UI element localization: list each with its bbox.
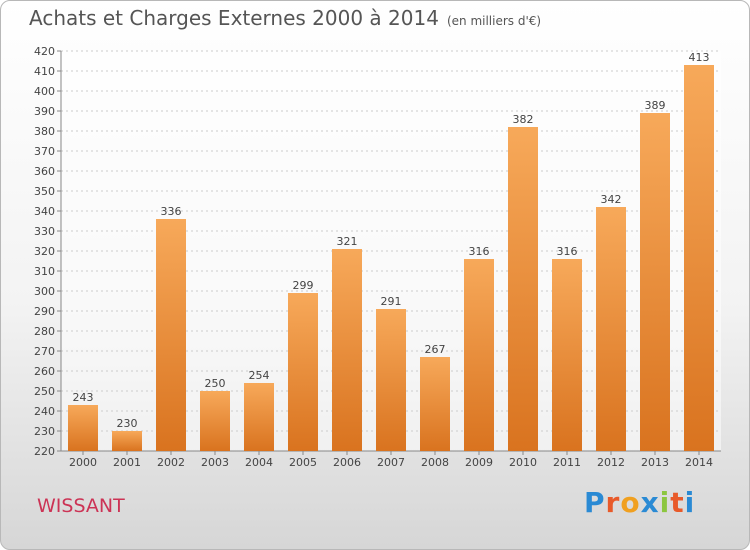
proxiti-logo: Proxiti <box>584 486 695 519</box>
y-tick-label: 220 <box>34 445 55 458</box>
logo-letter: P <box>584 486 606 519</box>
x-tick-label: 2003 <box>201 456 229 469</box>
logo-letter: r <box>605 486 621 519</box>
bar <box>244 383 274 451</box>
data-label: 342 <box>601 193 622 206</box>
data-label: 389 <box>645 99 666 112</box>
y-tick-label: 290 <box>34 305 55 318</box>
logo-letter: i <box>659 486 671 519</box>
data-label: 382 <box>513 113 534 126</box>
y-tick-label: 400 <box>34 85 55 98</box>
x-tick-label: 2004 <box>245 456 273 469</box>
data-label: 250 <box>205 377 226 390</box>
bar <box>508 127 538 451</box>
logo-letter: o <box>620 486 641 519</box>
y-tick-label: 360 <box>34 165 55 178</box>
x-tick-label: 2014 <box>685 456 713 469</box>
bar <box>684 65 714 451</box>
data-label: 230 <box>117 417 138 430</box>
x-tick-label: 2013 <box>641 456 669 469</box>
data-label: 254 <box>249 369 270 382</box>
y-tick-label: 280 <box>34 325 55 338</box>
y-tick-label: 410 <box>34 65 55 78</box>
y-tick-label: 230 <box>34 425 55 438</box>
y-tick-label: 390 <box>34 105 55 118</box>
y-tick-label: 420 <box>34 45 55 58</box>
bar <box>200 391 230 451</box>
data-label: 321 <box>337 235 358 248</box>
chart-title-block: Achats et Charges Externes 2000 à 2014 (e… <box>29 6 541 30</box>
y-tick-label: 350 <box>34 185 55 198</box>
bar <box>376 309 406 451</box>
bar <box>640 113 670 451</box>
logo-letter: i <box>684 486 696 519</box>
x-tick-label: 2009 <box>465 456 493 469</box>
data-label: 413 <box>689 51 710 64</box>
y-tick-label: 260 <box>34 365 55 378</box>
data-label: 316 <box>557 245 578 258</box>
data-label: 267 <box>425 343 446 356</box>
y-tick-label: 320 <box>34 245 55 258</box>
x-tick-label: 2000 <box>69 456 97 469</box>
y-tick-label: 340 <box>34 205 55 218</box>
bar <box>596 207 626 451</box>
logo-letter: t <box>670 486 685 519</box>
x-tick-label: 2008 <box>421 456 449 469</box>
y-tick-label: 370 <box>34 145 55 158</box>
bar <box>156 219 186 451</box>
bar <box>288 293 318 451</box>
logo-letter: x <box>640 486 660 519</box>
x-tick-label: 2010 <box>509 456 537 469</box>
data-label: 243 <box>73 391 94 404</box>
y-tick-label: 330 <box>34 225 55 238</box>
data-label: 336 <box>161 205 182 218</box>
x-tick-label: 2002 <box>157 456 185 469</box>
data-label: 316 <box>469 245 490 258</box>
x-tick-label: 2011 <box>553 456 581 469</box>
bar <box>68 405 98 451</box>
bar <box>464 259 494 451</box>
bar <box>332 249 362 451</box>
x-tick-label: 2012 <box>597 456 625 469</box>
chart-subtitle: (en milliers d'€) <box>446 14 542 28</box>
data-label: 299 <box>293 279 314 292</box>
x-tick-label: 2007 <box>377 456 405 469</box>
y-tick-label: 270 <box>34 345 55 358</box>
bar <box>420 357 450 451</box>
y-tick-label: 240 <box>34 405 55 418</box>
y-tick-label: 250 <box>34 385 55 398</box>
y-tick-label: 380 <box>34 125 55 138</box>
y-tick-label: 310 <box>34 265 55 278</box>
chart-title: Achats et Charges Externes 2000 à 2014 <box>29 6 439 30</box>
x-tick-label: 2001 <box>113 456 141 469</box>
x-tick-label: 2006 <box>333 456 361 469</box>
y-tick-label: 300 <box>34 285 55 298</box>
place-name: WISSANT <box>37 495 125 517</box>
bar <box>552 259 582 451</box>
bar <box>112 431 142 451</box>
x-tick-label: 2005 <box>289 456 317 469</box>
data-label: 291 <box>381 295 402 308</box>
